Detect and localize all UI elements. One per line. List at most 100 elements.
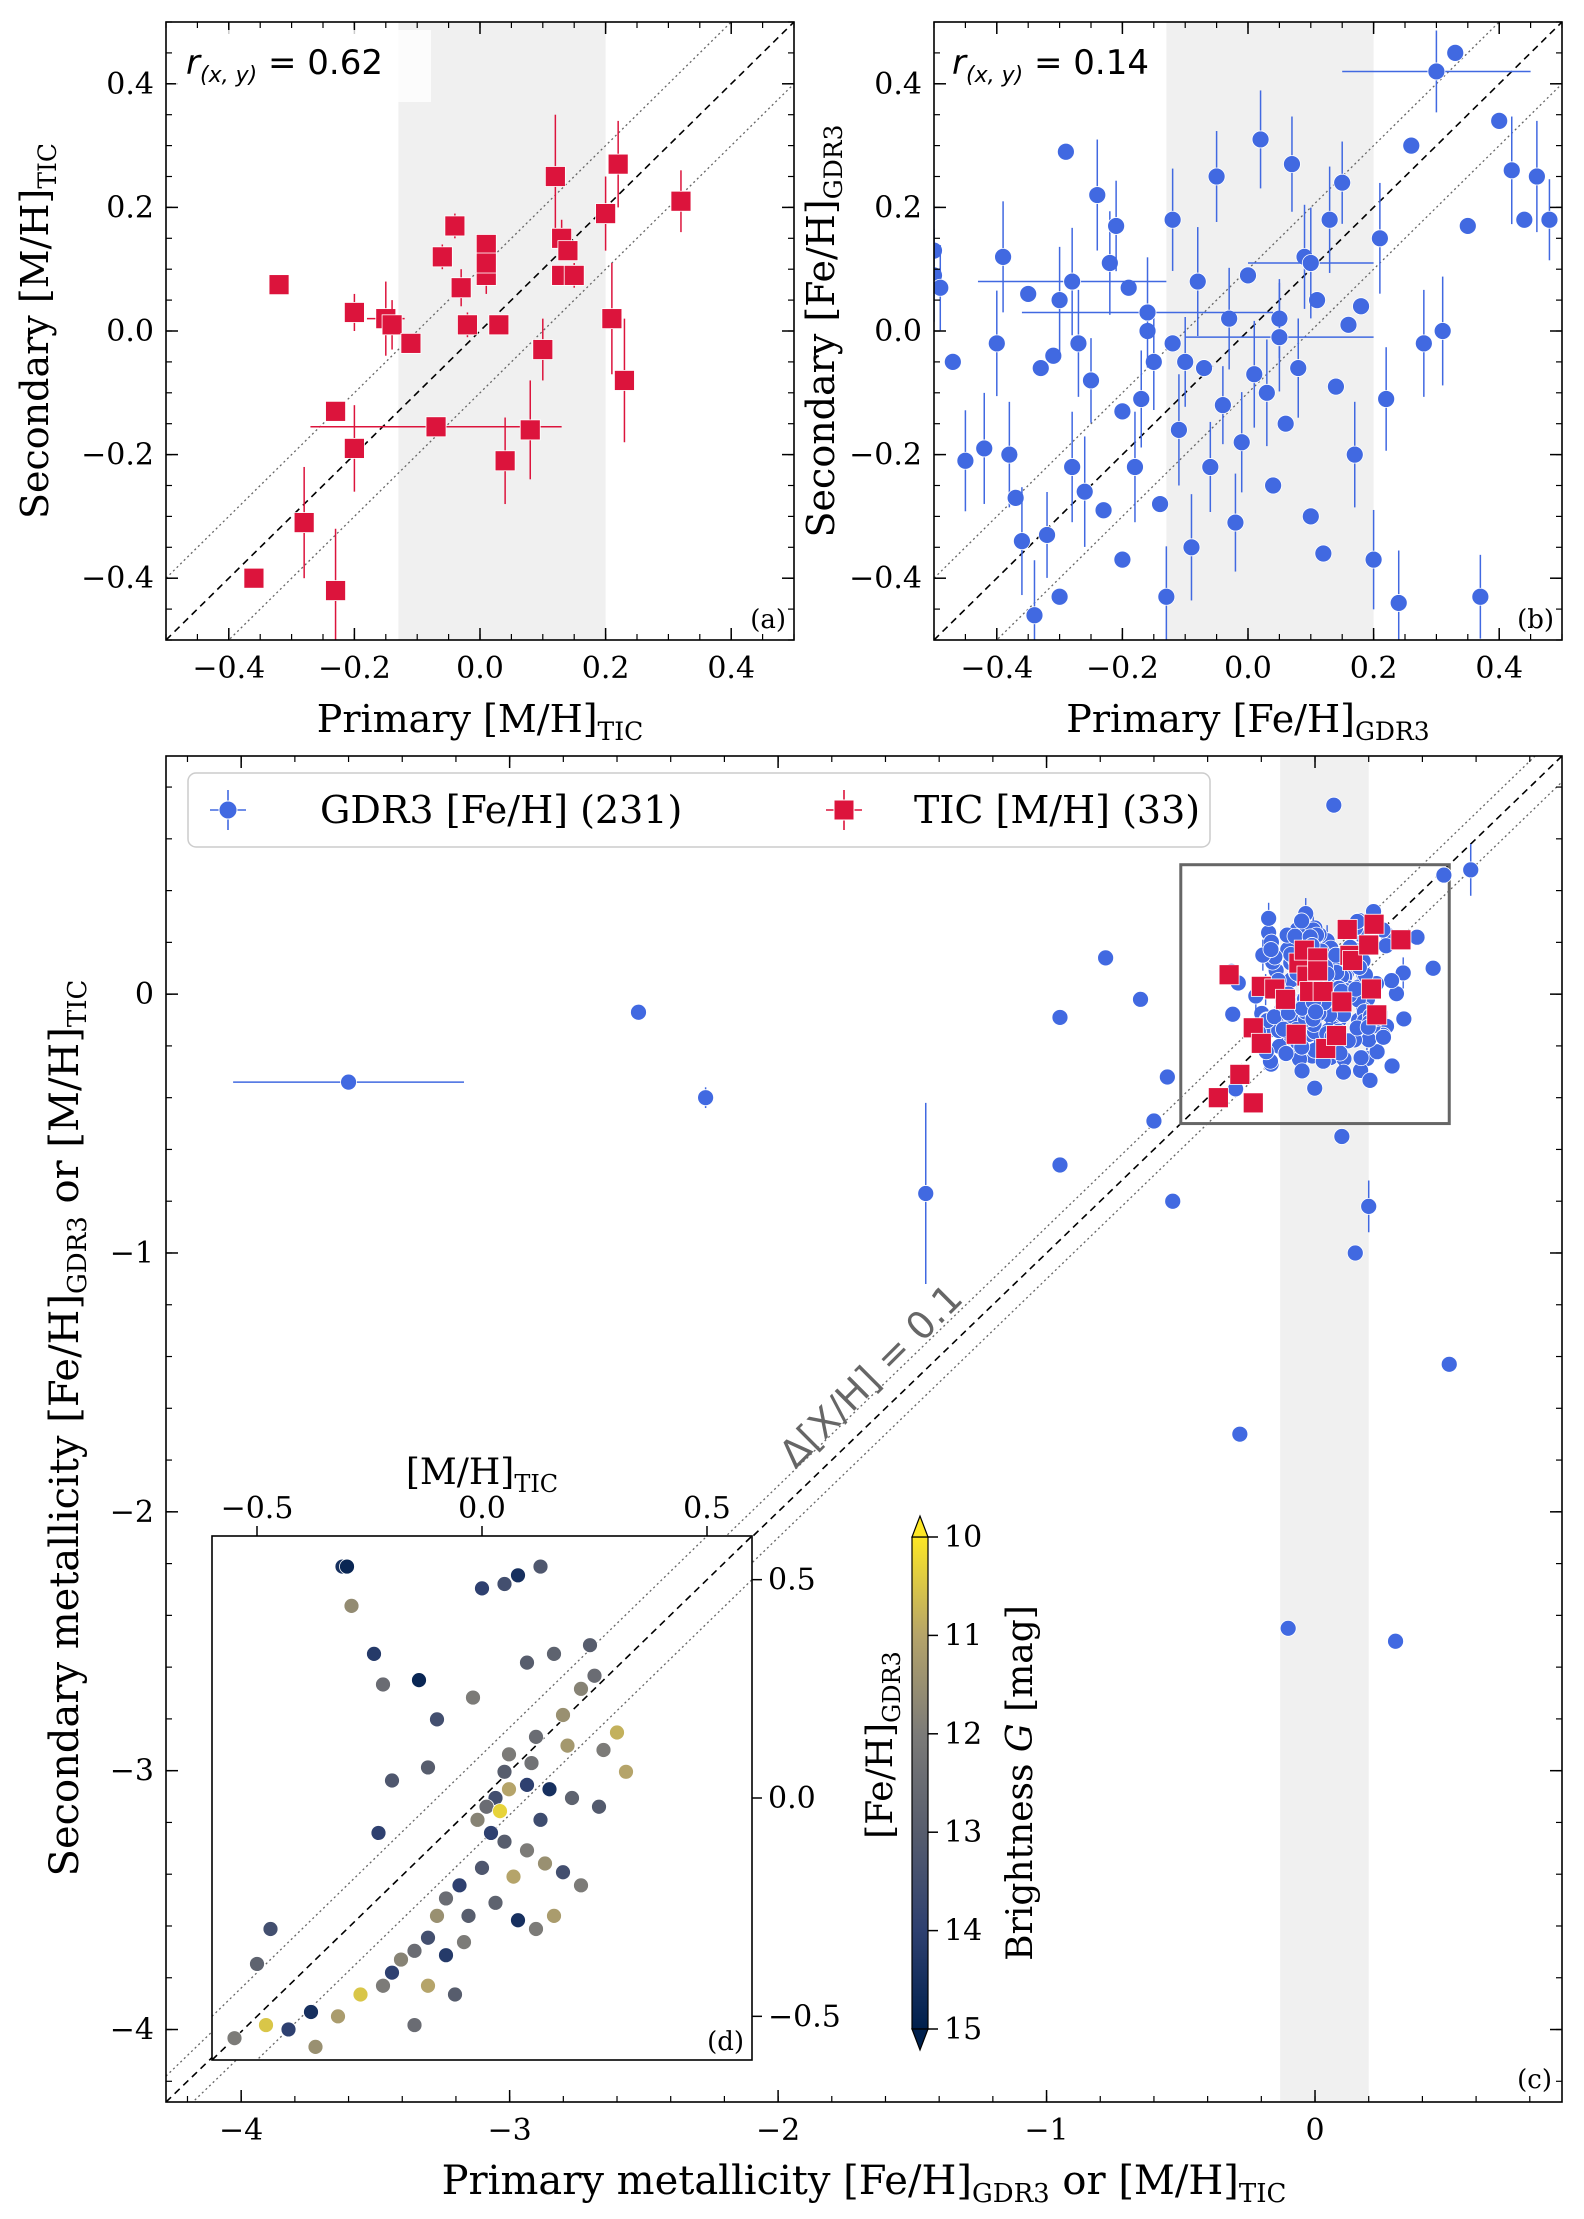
panel-d-point (429, 1908, 445, 1924)
panel-a-ytick-label: 0.2 (106, 190, 154, 225)
panel-b-point (1301, 254, 1320, 272)
panel-a-xtick-label: 0.4 (707, 651, 755, 686)
panel-b-point (1352, 297, 1370, 316)
panel-d-point (307, 2039, 324, 2055)
panel-d-xlabel-main: [M/H] (406, 1452, 514, 1493)
panel-b-corr-r: r (952, 43, 968, 83)
panel-c-tic-point (1342, 950, 1363, 971)
panel-a-point (544, 166, 566, 187)
panel-c-gdr3-point (1097, 949, 1115, 967)
panel-a-point (457, 314, 478, 336)
panel-c-gdr3-point (1368, 1043, 1386, 1061)
panel-b-point (1458, 217, 1477, 235)
panel-a-point (450, 277, 472, 299)
panel-d-point (438, 1947, 454, 1964)
panel-c-gdr3-point (1051, 1009, 1069, 1026)
panel-b-point (1490, 111, 1509, 130)
panel-b-ytick-label: 0.2 (874, 190, 922, 225)
panel-b-point (1107, 217, 1126, 235)
colorbar-tick-label: 11 (944, 1618, 982, 1653)
panel-c-ticks: −4 −3 −2 −1 0 −4 −3 −2 −1 0 (110, 756, 1562, 2148)
panel-d-point (411, 1672, 427, 1688)
panel-c-gdr3-point (1293, 1062, 1311, 1080)
panel-d-point (582, 1637, 598, 1654)
panel-b-point (1201, 458, 1220, 476)
panel-c-gdr3-point (1277, 1045, 1295, 1062)
panel-c-gdr3-point (1325, 796, 1343, 814)
panel-c-tic-point (1336, 919, 1358, 940)
panel-d-point (559, 1737, 576, 1754)
panel-b-point (1257, 383, 1276, 402)
panel-b-point (1370, 229, 1389, 248)
panel-b-corr-value: = 0.14 (1023, 43, 1149, 83)
panel-c-gdr3-point (1260, 909, 1278, 927)
panel-c-xlabel-mid: or [M/H] (1050, 2158, 1239, 2204)
panel-d-ylabel-main: [Fe/H] (860, 1723, 901, 1839)
panel-c-gdr3-point (1360, 1197, 1378, 1215)
panel-a-point (425, 416, 447, 438)
panel-c-tic-point (1360, 978, 1382, 1000)
panel-a-point (595, 203, 616, 224)
panel-d-point (258, 2017, 274, 2033)
panel-d-point (501, 1781, 517, 1798)
panel-b-point (1414, 334, 1433, 353)
colorbar-tick-label: 13 (944, 1815, 982, 1850)
panel-d-point (447, 1986, 463, 2003)
panel-b-point (1213, 396, 1232, 415)
colorbar-ticks: 10 11 12 13 14 15 (928, 1520, 982, 2047)
panel-b-point (1251, 130, 1270, 149)
panel-c-xlabel-sub2: TIC (1239, 2179, 1287, 2209)
panel-d-point (469, 1811, 486, 1828)
panel-b-shaded-band (1166, 22, 1374, 640)
panel-b-point (956, 451, 975, 470)
panel-c-tic-point (1250, 1032, 1272, 1054)
panel-a-xtick-label: −0.4 (192, 651, 265, 686)
panel-c-gdr3-point (1231, 1425, 1249, 1443)
panel-b-point (1013, 532, 1031, 551)
panel-c-gdr3-point (1158, 1068, 1176, 1086)
panel-c-tic-point (1285, 1023, 1307, 1045)
panel-c-gdr3-point (1424, 959, 1442, 977)
panel-b-point (1157, 587, 1176, 606)
panel-a-tag: (a) (750, 605, 786, 635)
panel-d-point (478, 1798, 495, 1815)
panel-b-point (934, 278, 950, 297)
panel-d-point (474, 1580, 490, 1597)
panel-a: −0.4 −0.2 0.0 0.2 0.4 −0.4 −0.2 0.0 0.2 0.4 r(x, … (13, 21, 795, 746)
panel-c-gdr3-point (1462, 861, 1480, 879)
panel-c-gdr3-point (1435, 866, 1453, 884)
colorbar-tick-label: 14 (944, 1914, 982, 1949)
panel-b-point (1502, 161, 1521, 180)
panel-a-corr-r: r (186, 43, 202, 83)
panel-d-point (451, 1877, 468, 1894)
colorbar: 10 11 12 13 14 15 Brightness G [mag] (911, 1514, 1041, 2052)
panel-c-plot-area (166, 756, 1562, 2102)
panel-b-point (1364, 550, 1383, 569)
colorbar-label: Brightness G [mag] (1000, 1605, 1041, 1961)
panel-a-ytick-label: 0.0 (106, 314, 154, 349)
panel-d-point (496, 1833, 513, 1850)
panel-b-point (1195, 359, 1213, 377)
panel-b-point (1446, 44, 1465, 62)
panel-c-tic-point (1242, 1092, 1264, 1114)
panel-d-point (532, 1558, 549, 1575)
panel-a-point (268, 274, 290, 296)
panel-b-point (1132, 390, 1151, 408)
colorbar-label-var: G (1000, 1723, 1041, 1752)
panel-d-xlabel: [M/H]TIC (406, 1452, 558, 1498)
panel-d-point (406, 2017, 423, 2033)
panel-d-point (510, 1912, 526, 1929)
panel-d-point (564, 1790, 580, 1806)
panel-a-point (488, 314, 510, 336)
panel-b-point (1264, 476, 1283, 495)
panel-d-ytick-label: −0.5 (768, 1999, 841, 2034)
panel-d-point (429, 1711, 445, 1728)
colorbar-label-main: Brightness (1000, 1752, 1041, 1961)
panel-c-xtick-label: −1 (1024, 2113, 1068, 2148)
panel-d-point (519, 1777, 535, 1793)
panel-b-point (1000, 445, 1019, 464)
panel-b-ylabel: Secondary [Fe/H]GDR3 (799, 125, 848, 538)
panel-b-point (1025, 606, 1044, 625)
panel-d-point (438, 1890, 454, 1907)
